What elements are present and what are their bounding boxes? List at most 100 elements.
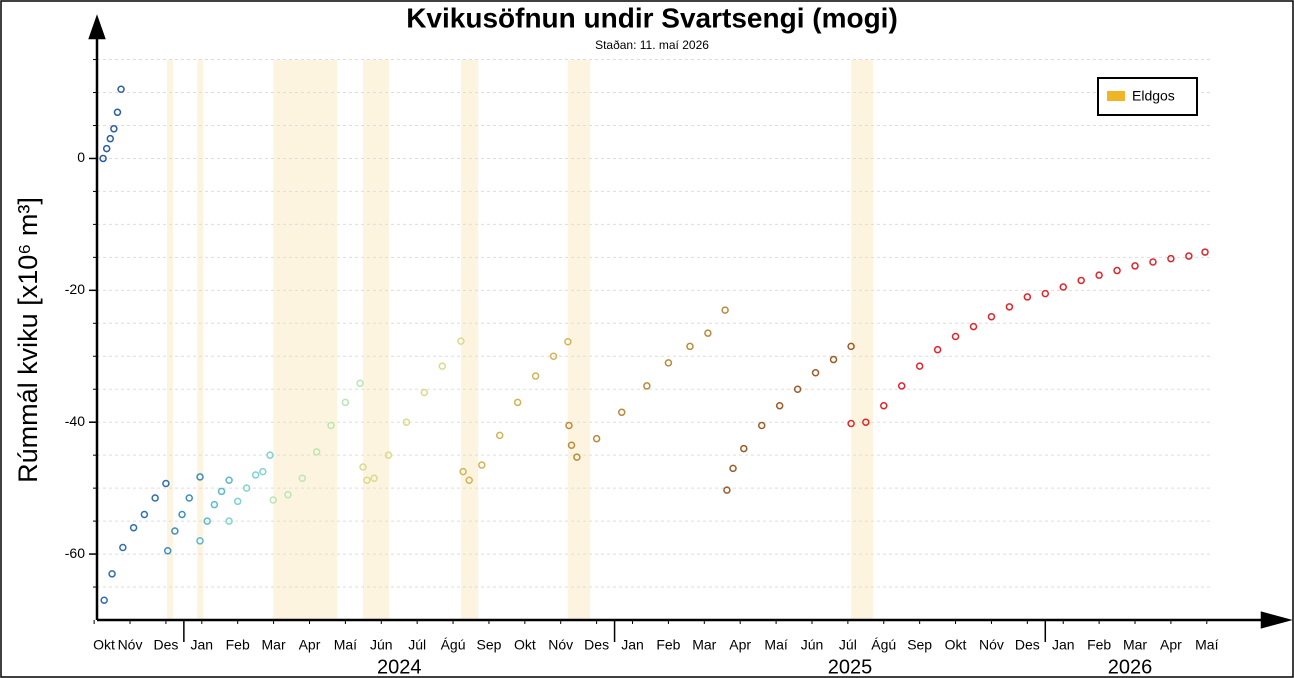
x-tick-label: Des: [1015, 637, 1040, 653]
year-label: 2024: [377, 656, 422, 678]
eruption-band: [166, 60, 174, 620]
data-point: [897, 382, 906, 390]
year-label: 2026: [1108, 656, 1153, 678]
x-tick-label: Des: [153, 637, 178, 653]
x-tick-label: Maí: [764, 637, 787, 653]
data-point: [1059, 283, 1067, 291]
background-layer: [89, 59, 1210, 642]
data-point: [363, 476, 371, 484]
data-point: [110, 125, 118, 133]
data-point: [1185, 252, 1193, 260]
data-point: [140, 510, 149, 519]
data-point: [951, 332, 960, 341]
data-point: [284, 490, 292, 499]
data-point: [643, 382, 651, 390]
data-point: [178, 510, 186, 519]
x-tick-label: Mar: [692, 637, 716, 653]
data-point: [233, 497, 242, 506]
y-axis: [88, 14, 106, 620]
y-tick-label: -60: [65, 545, 85, 561]
y-tick-label: 0: [77, 149, 85, 165]
data-point: [862, 418, 870, 426]
x-tick-label: Maí: [1195, 637, 1218, 653]
data-point: [99, 154, 107, 163]
data-point: [686, 342, 694, 351]
data-point: [298, 474, 307, 482]
data-point: [196, 473, 204, 481]
x-tick-label: Nóv: [548, 637, 573, 653]
data-point: [1131, 262, 1139, 270]
data-point: [592, 434, 601, 443]
x-tick-label: Nóv: [979, 637, 1004, 653]
data-point: [1149, 258, 1157, 266]
data-point: [573, 453, 581, 461]
x-tick-label: Jan: [1052, 637, 1075, 653]
eruption-band: [273, 60, 338, 620]
eruption-band: [362, 60, 390, 620]
x-tick-label: Okt: [945, 637, 967, 653]
data-point: [341, 398, 350, 407]
data-point: [108, 570, 116, 578]
data-point: [225, 517, 233, 525]
eruption-band: [197, 60, 204, 620]
data-point: [457, 337, 465, 345]
y-axis-label: Rúmmál kviku [x10⁶ m³]: [13, 197, 43, 483]
data-point: [567, 441, 576, 450]
data-point: [203, 517, 211, 525]
x-tick-label: Jan: [621, 637, 644, 653]
data-point: [327, 421, 335, 430]
data-point: [251, 471, 260, 479]
data-point: [531, 372, 540, 380]
data-point: [1113, 266, 1121, 275]
data-point: [242, 484, 251, 492]
data-point: [933, 345, 942, 354]
x-tick-label: Apr: [729, 637, 751, 653]
data-point: [163, 547, 172, 555]
x-tick-label: Okt: [514, 637, 536, 653]
data-point: [1201, 248, 1209, 256]
x-tick-label: Sep: [907, 637, 932, 653]
data-point: [1005, 303, 1014, 311]
data-point: [757, 421, 766, 430]
x-tick-label: Feb: [1087, 637, 1111, 653]
x-tick-label: Júl: [839, 637, 857, 653]
data-point: [723, 486, 731, 494]
data-point: [1041, 289, 1050, 298]
data-point: [1077, 276, 1085, 285]
data-point: [618, 408, 626, 417]
data-point: [210, 500, 219, 509]
data-point: [225, 476, 233, 484]
x-tick-label: Júl: [408, 637, 426, 653]
data-point: [117, 85, 125, 93]
data-point: [384, 451, 393, 459]
x-tick-label: Jún: [801, 637, 824, 653]
legend-label: Eldgos: [1132, 88, 1175, 104]
data-point: [478, 461, 486, 469]
x-tick-label: Jún: [370, 637, 393, 653]
data-point: [129, 523, 138, 532]
data-point: [259, 467, 267, 476]
data-point: [266, 451, 274, 459]
chart-subtitle: Staðan: 11. maí 2026: [595, 38, 709, 52]
data-point: [987, 312, 996, 321]
data-point: [106, 134, 115, 143]
data-point: [721, 306, 729, 314]
x-tick-label: Maí: [334, 637, 357, 653]
data-point: [185, 494, 193, 502]
data-point: [196, 537, 204, 545]
data-point: [915, 362, 924, 370]
data-point: [465, 476, 473, 484]
data-point: [113, 108, 122, 117]
data-point: [969, 322, 978, 331]
x-tick-label: Feb: [656, 637, 680, 653]
data-point: [1095, 271, 1103, 279]
y-tick-label: -40: [65, 413, 85, 429]
x-axis: [97, 611, 1293, 629]
data-point: [269, 496, 277, 504]
x-tick-label: Apr: [1160, 637, 1182, 653]
data-point: [513, 398, 522, 407]
data-point: [740, 444, 748, 453]
legend-swatch: [1107, 91, 1125, 101]
